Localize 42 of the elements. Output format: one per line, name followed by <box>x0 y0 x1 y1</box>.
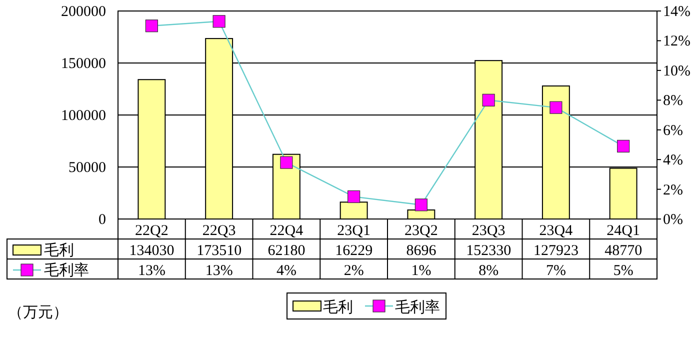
data-label: 173510 <box>196 243 242 259</box>
data-label: 13% <box>205 263 233 279</box>
y-tick-label: 0 <box>98 212 106 228</box>
data-label: 1% <box>411 263 432 279</box>
x-tick-label: 22Q4 <box>270 223 304 239</box>
x-tick-label: 24Q1 <box>606 223 640 239</box>
data-label: 48770 <box>604 243 642 259</box>
legend-label: 毛利率 <box>44 262 89 279</box>
y2-tick-label: 4% <box>663 152 683 169</box>
data-label: 152330 <box>466 243 512 259</box>
data-label: 134030 <box>129 243 174 259</box>
data-label: 8696 <box>406 243 437 259</box>
data-label: 62180 <box>268 243 306 259</box>
y2-tick-label: 12% <box>663 34 690 50</box>
y2-tick-label: 6% <box>663 122 683 139</box>
y2-tick-label: 0% <box>663 212 683 228</box>
x-tick-label: 23Q2 <box>404 223 438 239</box>
y-tick-label: 100000 <box>61 108 106 124</box>
text: （万元） <box>8 305 68 321</box>
y2-tick-label: 8% <box>663 93 683 110</box>
x-tick-label: 22Q3 <box>202 223 236 239</box>
data-label: 2% <box>344 263 364 279</box>
y-tick-label: 200000 <box>61 4 106 20</box>
x-tick-label: 22Q2 <box>135 223 168 239</box>
data-label: 8% <box>478 263 499 279</box>
data-label: 13% <box>138 263 166 279</box>
y2-tick-label: 2% <box>663 182 683 198</box>
legend-item: 毛利 <box>292 300 353 316</box>
y2-tick-label: 10% <box>663 63 690 80</box>
x-tick-label: 23Q1 <box>337 223 370 239</box>
data-label: 127923 <box>533 243 578 259</box>
legend-item: 毛利率 <box>365 300 440 316</box>
y-tick-label: 50000 <box>68 160 106 176</box>
x-tick-label: 23Q4 <box>539 223 574 239</box>
x-tick-label: 23Q3 <box>472 223 506 239</box>
data-label: 16229 <box>335 243 373 259</box>
y2-tick-label: 14% <box>663 4 690 20</box>
data-label: 4% <box>276 263 296 279</box>
data-label: 7% <box>546 263 566 279</box>
legend-label: 毛利 <box>44 242 74 259</box>
y-tick-label: 150000 <box>61 56 106 72</box>
data-label: 5% <box>613 263 634 279</box>
